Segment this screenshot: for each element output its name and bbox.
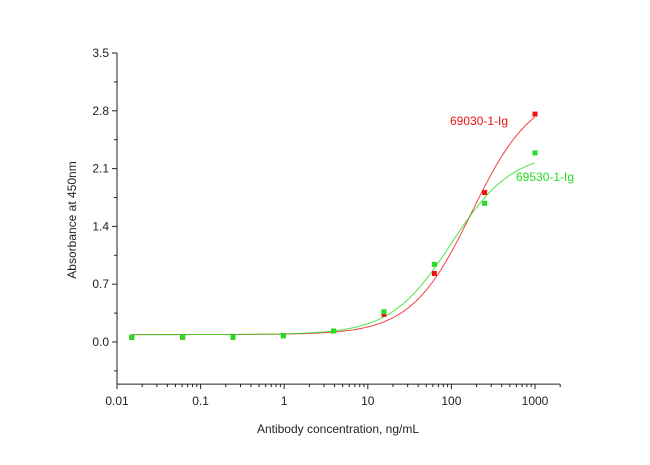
y-tick-label: 0.0	[92, 335, 109, 349]
series-label-69030: 69030-1-Ig	[450, 114, 508, 128]
data-point-69030-1-Ig	[532, 111, 538, 117]
y-axis-label: Absorbance at 450nm	[65, 161, 79, 278]
data-point-69530-1-Ig	[331, 328, 337, 334]
data-point-69030-1-Ig	[482, 190, 488, 196]
data-point-69530-1-Ig	[230, 334, 236, 340]
x-tick-label: 1	[281, 394, 288, 408]
data-point-69030-1-Ig	[381, 311, 387, 317]
x-tick-label: 1000	[522, 394, 549, 408]
y-tick-label: 3.5	[92, 46, 109, 60]
x-tick-label: 0.01	[105, 394, 129, 408]
x-tick-label: 100	[441, 394, 461, 408]
fit-curve-69030-1-Ig	[131, 116, 536, 336]
data-point-69530-1-Ig	[482, 200, 488, 206]
data-point-69530-1-Ig	[532, 150, 538, 156]
y-tick-label: 2.1	[92, 162, 109, 176]
x-tick-label: 10	[361, 394, 375, 408]
data-point-69530-1-Ig	[280, 333, 286, 339]
data-point-69530-1-Ig	[180, 334, 186, 340]
data-point-69530-1-Ig	[381, 309, 387, 315]
y-tick-label: 0.7	[92, 277, 109, 291]
fit-curve-69530-1-Ig	[131, 162, 535, 336]
y-tick-label: 1.4	[92, 219, 109, 233]
data-point-69030-1-Ig	[431, 270, 437, 276]
series-label-69530: 69530-1-Ig	[516, 170, 574, 184]
data-point-69530-1-Ig	[129, 334, 135, 340]
x-axis-label: Antibody concentration, ng/mL	[257, 422, 419, 436]
y-tick-label: 2.8	[92, 104, 109, 118]
x-tick-label: 0.1	[192, 394, 209, 408]
data-point-69530-1-Ig	[431, 261, 437, 267]
